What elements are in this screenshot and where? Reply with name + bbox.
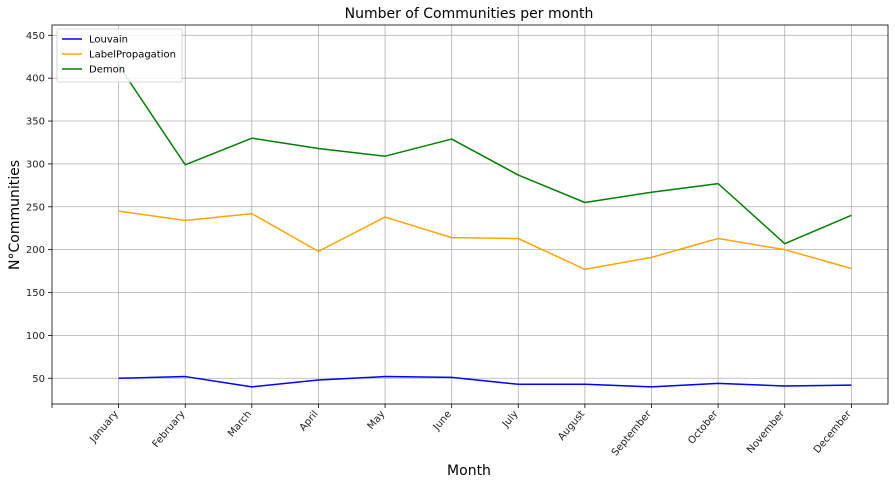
series-group xyxy=(117,64,852,388)
series-line-labelpropagation xyxy=(118,210,852,271)
y-tick-label: 100 xyxy=(26,331,45,342)
x-tick-label: December xyxy=(812,408,854,455)
x-tick-label: September xyxy=(610,408,655,458)
x-tick-label: July xyxy=(500,409,521,431)
y-tick-label: 300 xyxy=(26,159,45,170)
legend-label: LabelPropagation xyxy=(89,50,176,61)
y-axis-title: N°Communities xyxy=(7,160,23,270)
y-tick-label: 400 xyxy=(26,74,45,85)
axes: 50 100 150 200 250 300 350 400 450 January Februar… xyxy=(26,24,889,458)
chart-title: Number of Communities per month xyxy=(345,6,594,22)
y-tick-label: 150 xyxy=(26,288,45,299)
x-tick-label: April xyxy=(298,409,321,434)
x-tick-label: March xyxy=(226,409,254,439)
legend-label: Demon xyxy=(89,65,125,76)
x-tick-label: August xyxy=(556,409,587,443)
x-tick-label: November xyxy=(745,408,787,456)
y-tick-label: 200 xyxy=(26,245,45,256)
x-axis-title: Month xyxy=(447,463,491,479)
x-tick-label: October xyxy=(686,408,721,446)
y-tick-label: 350 xyxy=(26,117,45,128)
y-tick-label: 50 xyxy=(32,374,45,385)
y-tick-label: 250 xyxy=(26,202,45,213)
legend-label: Louvain xyxy=(89,35,128,46)
plot-frame xyxy=(51,24,889,405)
series-line-louvain xyxy=(118,375,852,388)
x-tick-label: February xyxy=(151,409,188,450)
y-tick-label: 450 xyxy=(26,31,45,42)
grid-lines xyxy=(52,25,888,404)
x-tick-label: January xyxy=(87,409,120,446)
legend-box xyxy=(56,28,183,83)
series-line-demon xyxy=(117,64,852,245)
x-tick-label: June xyxy=(431,409,454,434)
x-tick-label: May xyxy=(366,409,388,432)
legend: Louvain LabelPropagation Demon xyxy=(56,28,183,83)
